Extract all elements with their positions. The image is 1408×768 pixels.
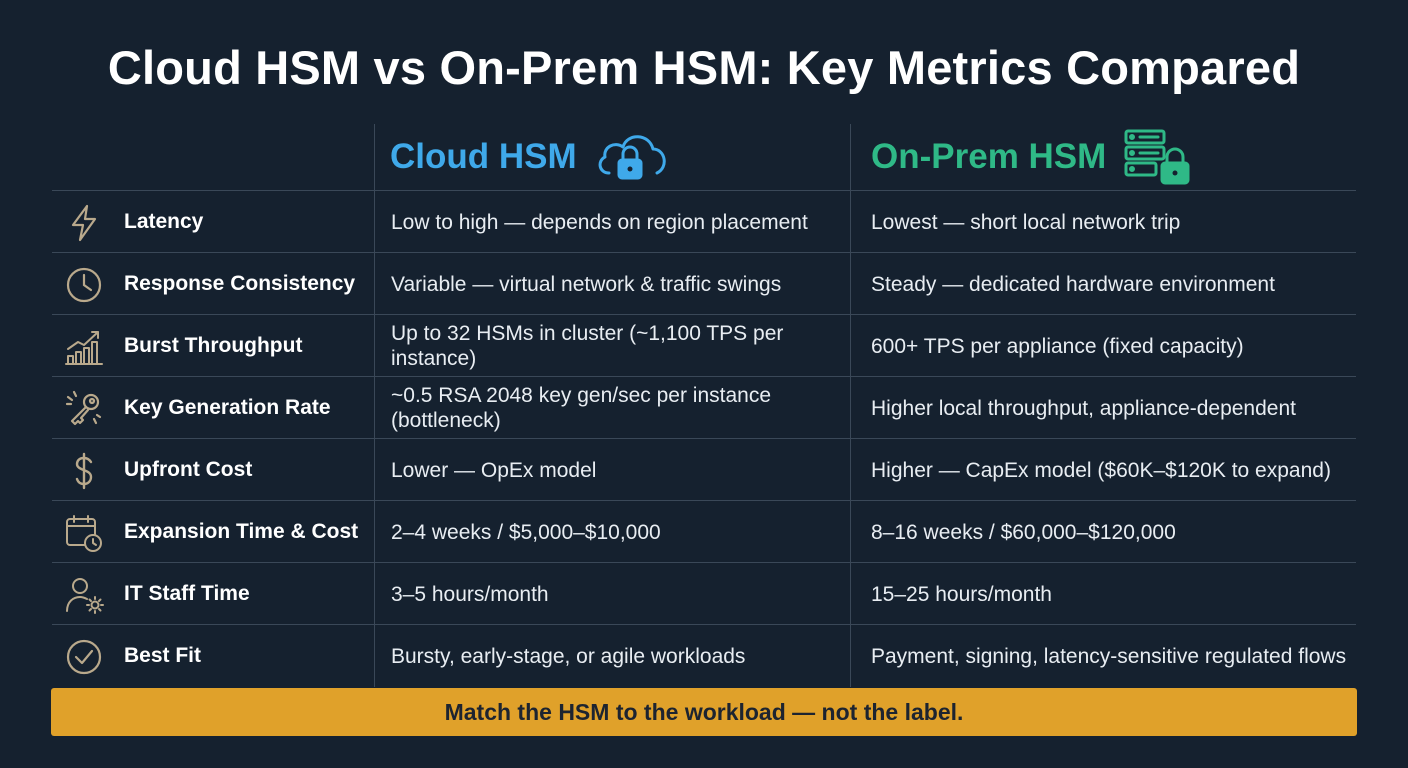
cloud-value: Bursty, early-stage, or agile workloads: [391, 644, 746, 668]
clock-icon: [66, 267, 102, 303]
row-label: Expansion Time & Cost: [124, 520, 359, 543]
onprem-hsm-header: On-Prem HSM: [871, 124, 1196, 190]
calendar-clock-icon: [66, 515, 102, 552]
key-icon: [65, 390, 102, 426]
onprem-hsm-label: On-Prem HSM: [871, 137, 1107, 176]
column-divider: [374, 124, 375, 687]
table-row: Upfront Cost Lower — OpEx model Higher —…: [52, 438, 1356, 501]
check-circle-icon: [66, 639, 102, 675]
cloud-lock-icon: [598, 135, 666, 180]
table-row: Response Consistency Variable — virtual …: [52, 252, 1356, 315]
column-divider: [850, 124, 851, 687]
user-gear-icon: [66, 578, 104, 614]
server-lock-icon: [1124, 129, 1190, 185]
onprem-value: Higher local throughput, appliance-depen…: [871, 396, 1296, 420]
table-header: Cloud HSM On-Prem HSM: [52, 124, 1356, 190]
row-label: Key Generation Rate: [124, 396, 331, 419]
onprem-value: Lowest — short local network trip: [871, 210, 1181, 234]
onprem-value: Steady — dedicated hardware environment: [871, 272, 1275, 296]
cloud-value: Up to 32 HSMs in cluster (~1,100 TPS per…: [391, 322, 784, 370]
cloud-value: 2–4 weeks / $5,000–$10,000: [391, 520, 661, 544]
row-label: IT Staff Time: [124, 582, 250, 605]
table-row: Latency Low to high — depends on region …: [52, 190, 1356, 253]
cloud-hsm-header: Cloud HSM: [390, 124, 671, 190]
table-row: Best Fit Bursty, early-stage, or agile w…: [52, 624, 1356, 687]
cloud-hsm-label: Cloud HSM: [390, 137, 577, 176]
cloud-value: Low to high — depends on region placemen…: [391, 210, 808, 234]
cloud-value: ~0.5 RSA 2048 key gen/sec per instance (…: [391, 384, 771, 432]
row-label: Response Consistency: [124, 272, 356, 295]
row-label: Upfront Cost: [124, 458, 253, 481]
lightning-icon: [71, 204, 97, 242]
onprem-value: Payment, signing, latency-sensitive regu…: [871, 644, 1347, 668]
row-label: Burst Throughput: [124, 334, 303, 357]
page-title: Cloud HSM vs On-Prem HSM: Key Metrics Co…: [107, 41, 1301, 94]
bar-chart-trend-icon: [65, 331, 103, 365]
onprem-value: 8–16 weeks / $60,000–$120,000: [871, 520, 1176, 544]
dollar-icon: [75, 452, 93, 490]
row-label: Best Fit: [124, 644, 202, 667]
table-row: IT Staff Time 3–5 hours/month 15–25 hour…: [52, 562, 1356, 625]
table-row: Expansion Time & Cost 2–4 weeks / $5,000…: [52, 500, 1356, 563]
cloud-value: Lower — OpEx model: [391, 458, 597, 482]
onprem-value: Higher — CapEx model ($60K–$120K to expa…: [871, 458, 1331, 482]
cloud-value: 3–5 hours/month: [391, 582, 549, 606]
onprem-value: 15–25 hours/month: [871, 582, 1052, 606]
table-row: Key Generation Rate ~0.5 RSA 2048 key ge…: [52, 376, 1356, 439]
row-label: Latency: [124, 210, 204, 233]
table-row: Burst Throughput Up to 32 HSMs in cluste…: [52, 314, 1356, 377]
summary-banner: Match the HSM to the workload — not the …: [51, 688, 1357, 736]
cloud-value: Variable — virtual network & traffic swi…: [391, 272, 782, 296]
onprem-value: 600+ TPS per appliance (fixed capacity): [871, 334, 1244, 358]
